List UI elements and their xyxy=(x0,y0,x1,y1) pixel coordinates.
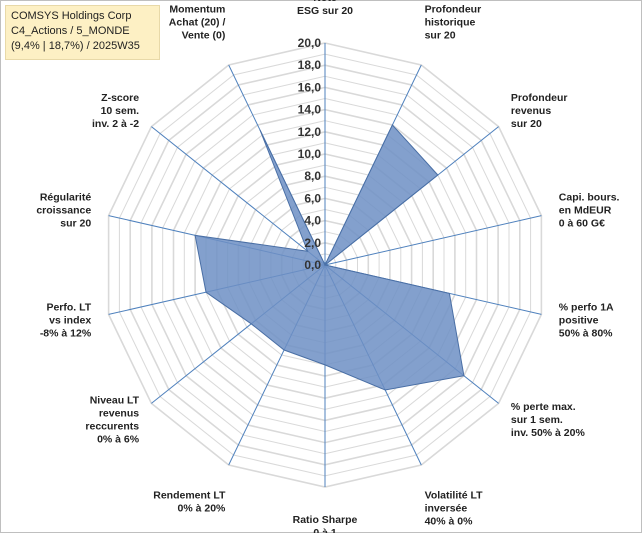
axis-label: Capi. bours. en MdEUR 0 à 60 G€ xyxy=(559,191,620,229)
series-area xyxy=(194,124,465,391)
axis-label-line: Capi. bours. xyxy=(559,191,620,203)
axis-label: Rendement LT 0% à 20% xyxy=(153,489,226,514)
axis-label-line: Niveau LT xyxy=(90,395,140,407)
axis-label: Profondeur historique sur 20 xyxy=(425,4,482,42)
axis-label-line: 0% à 6% xyxy=(97,434,140,446)
axis-label-line: Z-score xyxy=(101,92,139,104)
axis-label-line: % perfo 1A xyxy=(559,302,614,314)
axis-spoke xyxy=(151,126,326,266)
axis-label: Momentum Achat (20) / Vente (0) xyxy=(169,4,226,42)
axis-label: Perfo. LT vs index -8% à 12% xyxy=(40,302,92,340)
axis-label-line: Régularité xyxy=(40,191,92,203)
axis-label-line: sur 20 xyxy=(60,217,91,229)
axis-label: % perte max. sur 1 sem. inv. 50% à 20% xyxy=(511,401,586,439)
axis-label-line: historique xyxy=(425,17,476,29)
axis-label: Ratio Sharpe 0 à 1 xyxy=(293,514,358,533)
tick-label: 8,0 xyxy=(304,169,321,183)
axis-label-line: croissance xyxy=(36,204,91,216)
axis-label-line: revenus xyxy=(511,105,551,117)
axis-label-line: Note xyxy=(313,0,336,4)
tick-label: 20,0 xyxy=(298,36,322,50)
axis-label-line: Profondeur xyxy=(511,92,568,104)
axis-label: NoteESG sur 20 xyxy=(297,0,353,17)
axis-label-line: Volatilité LT xyxy=(425,489,484,501)
tick-label: 0,0 xyxy=(304,258,321,272)
radar-ticks: 0,0 2,0 4,0 6,0 8,0 10,0 12,0 14,0 16,0 18,0 20,0 xyxy=(298,36,322,272)
axis-label: Régularité croissance sur 20 xyxy=(36,191,91,229)
tick-label: 12,0 xyxy=(298,125,322,139)
tick-label: 16,0 xyxy=(298,80,322,94)
axis-label-line: Momentum xyxy=(169,4,225,16)
axis-spoke xyxy=(324,215,542,266)
axis-label-line: Vente (0) xyxy=(182,30,226,42)
axis-label-line: vs index xyxy=(49,315,91,327)
axis-label-line: 10 sem. xyxy=(101,105,140,117)
axis-label-line: reccurents xyxy=(85,421,139,433)
tick-label: 4,0 xyxy=(304,214,321,228)
axis-label-line: 50% à 80% xyxy=(559,328,613,340)
axis-label-line: sur 1 sem. xyxy=(511,414,563,426)
axis-label-line: Perfo. LT xyxy=(46,302,91,314)
axis-label-line: sur 20 xyxy=(425,30,456,42)
axis-label-line: Profondeur xyxy=(425,4,482,16)
period-line: (9,4% | 18,7%) / 2025W35 xyxy=(11,40,140,52)
tick-label: 14,0 xyxy=(298,103,322,117)
axis-label-line: -8% à 12% xyxy=(40,328,92,340)
axis-label-line: 0 à 60 G€ xyxy=(559,217,605,229)
company-name: COMSYS Holdings Corp xyxy=(11,10,132,22)
radar-series xyxy=(194,124,465,391)
tick-label: 2,0 xyxy=(304,236,321,250)
axis-label-line: 40% à 0% xyxy=(425,515,474,527)
axis-label: Profondeur revenus sur 20 xyxy=(511,92,568,130)
axis-label-line: en MdEUR xyxy=(559,204,612,216)
portfolio-line: C4_Actions / 5_MONDE xyxy=(11,25,130,37)
axis-label-line: Rendement LT xyxy=(153,489,226,501)
axis-label: Niveau LT revenus reccurents 0% à 6% xyxy=(85,395,139,446)
axis-label-line: 0% à 20% xyxy=(178,502,227,514)
axis-label-line: inv. 50% à 20% xyxy=(511,427,586,439)
tick-label: 10,0 xyxy=(298,147,322,161)
axis-label-line: sur 20 xyxy=(511,118,542,130)
axis-label: Z-score 10 sem. inv. 2 à -2 xyxy=(92,92,139,130)
axis-label-line: revenus xyxy=(99,408,139,420)
axis-label-line: 0 à 1 xyxy=(313,527,337,533)
chart-title-box: COMSYS Holdings Corp C4_Actions / 5_MOND… xyxy=(5,5,160,60)
axis-label: Volatilité LT inversée 40% à 0% xyxy=(425,489,484,527)
axis-label-line: inversée xyxy=(425,502,468,514)
axis-label-line: Ratio Sharpe xyxy=(293,514,358,526)
tick-label: 18,0 xyxy=(298,58,322,72)
axis-label-line: positive xyxy=(559,315,599,327)
axis-label: % perfo 1A positive 50% à 80% xyxy=(559,302,614,340)
axis-label-line: ESG sur 20 xyxy=(297,5,353,17)
axis-label-line: Achat (20) / xyxy=(169,17,226,29)
axis-label-line: inv. 2 à -2 xyxy=(92,118,139,130)
axis-label-line: % perte max. xyxy=(511,401,576,413)
tick-label: 6,0 xyxy=(304,191,321,205)
